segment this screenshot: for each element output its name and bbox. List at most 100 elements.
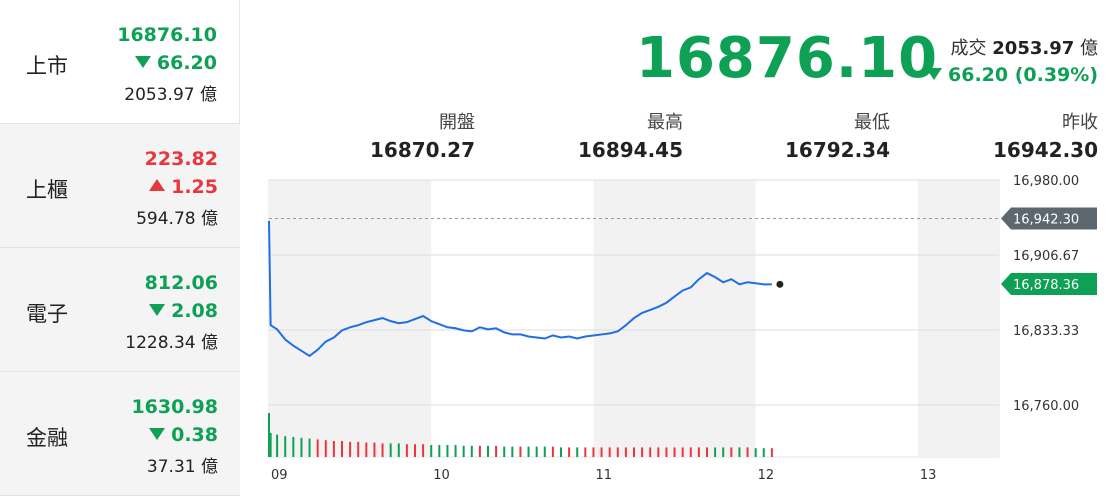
price-change: 66.20 (0.39%)	[926, 64, 1098, 86]
volume-bar	[519, 446, 522, 457]
volume-bar	[389, 443, 392, 457]
volume-bar	[478, 445, 481, 457]
volume-bar	[624, 447, 627, 457]
volume-bar	[276, 434, 279, 457]
stat-prev-close: 昨收 16942.30	[993, 108, 1098, 162]
triangle-down-icon	[134, 56, 151, 68]
sidebar-item-price: 223.82	[144, 148, 218, 170]
x-tick-label: 11	[595, 468, 612, 483]
volume-bar	[405, 444, 408, 457]
volume-bar	[560, 447, 562, 457]
volume-bar	[349, 441, 352, 457]
volume-bar	[600, 447, 603, 457]
volume-bar	[454, 445, 457, 457]
sidebar-item-name: 電子	[26, 302, 68, 326]
volume-bar	[762, 448, 765, 457]
volume-bar	[308, 438, 311, 457]
volume-bar	[373, 442, 376, 457]
volume-bar	[269, 433, 272, 457]
sidebar-item-price: 1630.98	[131, 396, 218, 418]
volume-bar	[511, 446, 514, 457]
triangle-down-icon	[149, 304, 166, 316]
volume-bar	[414, 444, 416, 457]
stat-prev-close-label: 昨收	[1062, 112, 1098, 133]
volume-bar	[706, 447, 708, 457]
triangle-up-icon	[149, 179, 166, 191]
volume-bar	[649, 447, 652, 457]
sidebar-item-change-value: 66.20	[156, 52, 217, 74]
last-price-dot	[776, 280, 784, 288]
sidebar-item-volume: 594.78 億	[136, 209, 218, 229]
trade-volume-label: 成交	[950, 38, 987, 59]
volume-bar	[576, 447, 579, 457]
stat-high-label: 最高	[647, 112, 683, 133]
sidebar-item-price: 16876.10	[117, 24, 217, 46]
volume-bar	[568, 447, 571, 457]
volume-bar	[422, 444, 425, 457]
y-tick-label: 16,906.67	[1013, 249, 1079, 264]
volume-bar	[397, 443, 400, 457]
price-line	[268, 220, 772, 358]
sidebar-item-finance[interactable]: 金融 1630.98 0.38 37.31 億	[0, 372, 240, 496]
sidebar-item-listed[interactable]: 上市 16876.10 66.20 2053.97 億	[0, 0, 240, 124]
stat-prev-close-value: 16942.30	[992, 138, 1098, 162]
volume-bar	[608, 447, 611, 457]
volume-bar	[438, 445, 441, 457]
sidebar-item-volume: 37.31 億	[146, 457, 218, 477]
volume-bar	[503, 446, 506, 457]
x-tick-label: 09	[271, 468, 288, 483]
volume-bar	[268, 413, 270, 457]
stat-open-label: 開盤	[439, 112, 475, 133]
volume-bar	[495, 445, 498, 457]
volume-bar	[430, 445, 433, 457]
stat-open-value: 16870.27	[369, 138, 475, 162]
volume-bar	[616, 447, 619, 457]
volume-bar	[770, 448, 773, 457]
volume-bar	[641, 447, 644, 457]
volume-bar	[633, 447, 635, 457]
volume-bar	[284, 436, 287, 457]
stat-low-label: 最低	[854, 112, 890, 133]
volume-bar	[446, 445, 449, 457]
shaded-hour-band	[593, 180, 756, 457]
volume-bar	[722, 447, 725, 457]
sidebar-item-name: 上市	[26, 54, 68, 78]
sidebar-item-volume: 2053.97 億	[124, 85, 217, 105]
current-price: 16876.10	[636, 26, 939, 91]
x-tick-label: 12	[758, 468, 775, 483]
volume-bar	[365, 442, 368, 457]
volume-bar	[681, 447, 684, 457]
volume-bar	[357, 441, 360, 457]
volume-bar	[332, 441, 335, 457]
volume-bar	[470, 445, 473, 457]
sidebar-item-change-value: 2.08	[171, 300, 218, 322]
volume-bar	[714, 447, 717, 457]
prev-close-badge-label: 16,942.30	[1013, 213, 1079, 228]
volume-bar	[551, 446, 554, 457]
sidebar-item-electronics[interactable]: 電子 812.06 2.08 1228.34 億	[0, 248, 240, 372]
stat-high-value: 16894.45	[577, 138, 683, 162]
triangle-down-icon	[149, 428, 166, 440]
sidebar-item-change-value: 0.38	[171, 424, 218, 446]
volume-bar	[657, 447, 660, 457]
volume-bar	[665, 447, 668, 457]
sidebar-item-change-value: 1.25	[171, 176, 218, 198]
intraday-chart: 16,980.00 16,906.67 16,833.33 16,760.00 09 10…	[268, 174, 1097, 483]
prev-close-badge	[1001, 207, 1097, 230]
stat-high: 最高 16894.45	[578, 108, 683, 162]
trade-volume-value: 2053.97	[992, 38, 1075, 59]
x-tick-label: 10	[433, 468, 450, 483]
volume-bar	[381, 443, 384, 457]
sidebar-item-change: 1.25	[149, 176, 218, 198]
volume-bar	[487, 445, 489, 457]
volume-bar	[300, 437, 303, 457]
last-price-badge-label: 16,878.36	[1013, 278, 1079, 293]
stat-low-value: 16792.34	[784, 138, 890, 162]
index-sidebar: 上市 16876.10 66.20 2053.97 億 上櫃 223.82 1.…	[0, 0, 240, 496]
volume-bar	[592, 447, 595, 457]
last-price-badge	[1001, 272, 1097, 295]
sidebar-item-otc[interactable]: 上櫃 223.82 1.25 594.78 億	[0, 124, 240, 248]
stat-open: 開盤 16870.27	[370, 108, 475, 162]
sidebar-item-name: 金融	[26, 426, 68, 450]
volume-bar	[292, 437, 295, 457]
